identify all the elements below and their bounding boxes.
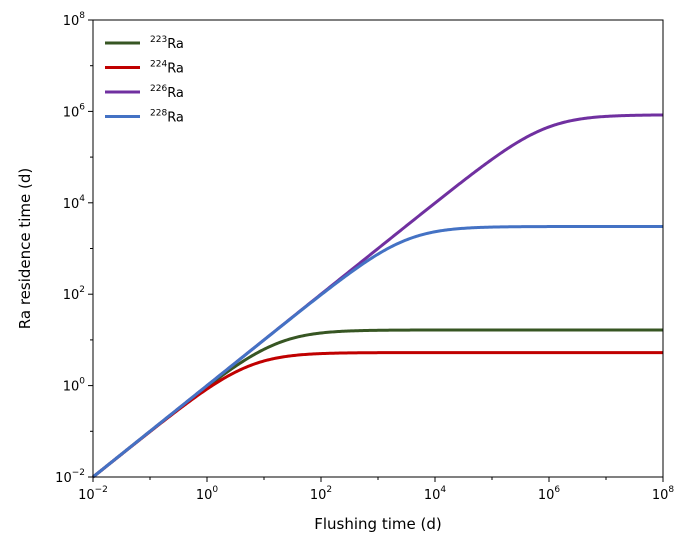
legend-label-226-ra: 226Ra	[150, 84, 184, 101]
series-line-226-ra	[93, 115, 663, 477]
series-layer	[93, 115, 663, 477]
x-tick-label-4: 104	[424, 485, 447, 503]
legend: 223Ra 224Ra 226Ra 228Ra	[105, 35, 184, 126]
legend-label-228-ra: 228Ra	[150, 109, 184, 126]
x-tick-label-2: 102	[310, 485, 332, 503]
x-tick-label-0: 100	[196, 485, 219, 503]
y-tick-label-6: 106	[63, 102, 86, 120]
legend-label-224-ra: 224Ra	[150, 60, 184, 77]
y-tick-label-8: 108	[63, 11, 86, 29]
y-tick-label--2: 10−2	[55, 468, 85, 486]
x-tick-label--2: 10−2	[78, 485, 108, 503]
x-tick-label-8: 108	[652, 485, 675, 503]
y-tick-label-4: 104	[63, 194, 86, 212]
series-line-224-ra	[93, 353, 663, 477]
ticks-layer: 10−2 100 102 104 106 108 10−2 100 102 104 106 108	[55, 11, 674, 503]
y-axis-label: Ra residence time (d)	[16, 168, 34, 329]
y-tick-label-2: 102	[63, 285, 85, 303]
x-tick-label-6: 106	[538, 485, 561, 503]
y-tick-label-0: 100	[63, 377, 86, 395]
x-axis-label: Flushing time (d)	[314, 515, 441, 533]
legend-label-223-ra: 223Ra	[150, 35, 184, 52]
